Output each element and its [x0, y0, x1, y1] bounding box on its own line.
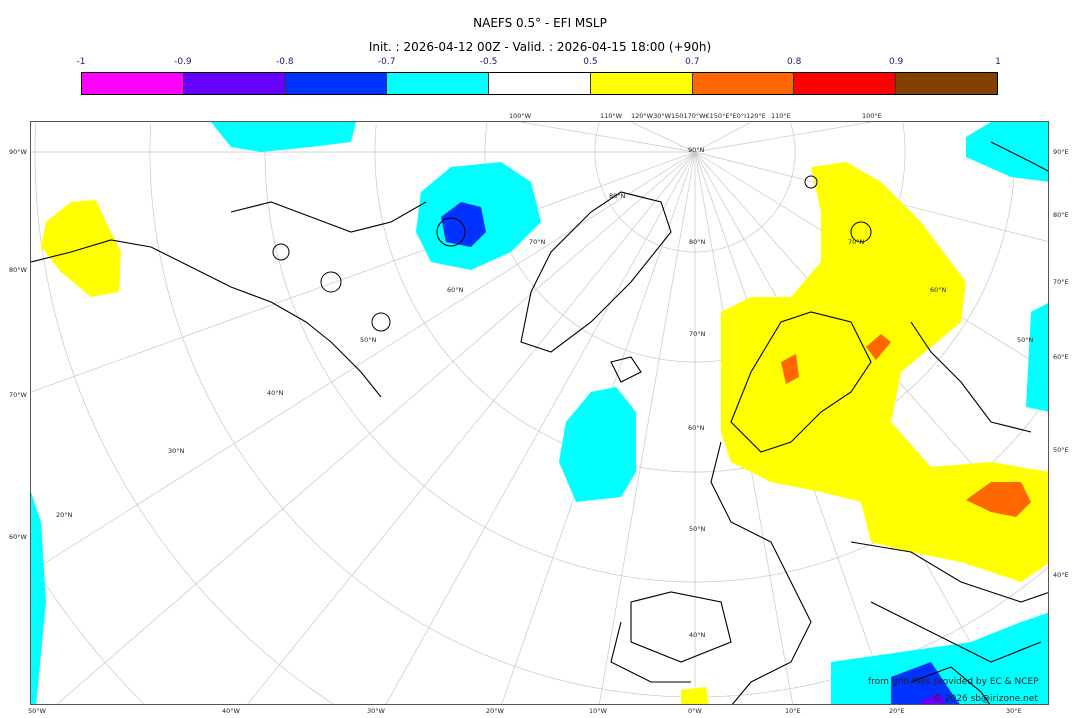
colorbar-tick-label: 1 — [995, 57, 1001, 67]
map-svg — [31, 122, 1048, 704]
lat-label: 30°N — [168, 447, 185, 455]
bottom-axis-label: 0°W — [688, 707, 702, 715]
latitude-circle — [374, 124, 1016, 473]
colorbar-swatch — [489, 73, 591, 94]
lat-label: 20°N — [56, 511, 73, 519]
bottom-axis-label: 20°W — [486, 707, 504, 715]
efi-orange-russia — [866, 334, 891, 360]
chart-subtitle: Init. : 2026-04-12 00Z - Valid. : 2026-0… — [368, 40, 712, 54]
chart-title: NAEFS 0.5° - EFI MSLP — [473, 16, 607, 30]
colorbar-tick-label: -1 — [76, 57, 86, 67]
bottom-axis-label: 40°W — [222, 707, 240, 715]
bottom-axis-label: 30°W — [367, 707, 385, 715]
latitude-circle — [594, 122, 796, 253]
colorbar-tick-label: 0.8 — [787, 57, 802, 67]
left-axis-label: 80°W — [9, 266, 27, 274]
source-credit: from grib files provided by EC & NCEP — [868, 677, 1039, 687]
right-axis-label: 40°E — [1053, 571, 1069, 579]
latitude-circle — [902, 122, 906, 152]
lat-label: 50°N — [360, 336, 377, 344]
efi-cyan-east — [1026, 303, 1048, 412]
efi-orange-sweden — [781, 354, 799, 384]
latitude-circle — [33, 565, 144, 704]
efi-shading — [31, 122, 1048, 704]
colorbar-swatch — [82, 73, 184, 94]
efi-cyan-west-edge — [31, 492, 46, 704]
efi-yellow-scandinavia — [721, 162, 1048, 582]
lat-label: 70°N — [848, 238, 865, 246]
colorbar-tick-label: 0.5 — [583, 57, 598, 67]
right-axis-label: 80°E — [1053, 211, 1069, 219]
latitude-circle — [34, 123, 334, 704]
latitude-circle — [790, 122, 796, 152]
lat-label: 60°N — [447, 286, 464, 294]
lat-label: 40°N — [267, 389, 284, 397]
coastlines — [31, 141, 1048, 704]
lat-label: 40°N — [689, 631, 706, 639]
lat-label: 90°N — [688, 146, 705, 154]
colorbar-swatch — [285, 73, 388, 94]
top-axis-label: 110°W — [600, 112, 623, 120]
top-axis-label: 100°W — [509, 112, 532, 120]
efi-cyan-atlantic — [559, 387, 636, 502]
efi-cyan-top — [211, 122, 356, 152]
colorbar-swatch — [794, 73, 897, 94]
colorbar-swatch — [896, 73, 998, 94]
efi-blue-mideast — [891, 662, 960, 704]
colorbar-swatch — [183, 73, 286, 94]
colorbar-tick-label: -0.5 — [479, 57, 498, 67]
colorbar — [81, 72, 998, 95]
lat-label: 70°N — [529, 238, 546, 246]
lat-label: 50°N — [1017, 336, 1034, 344]
lat-label: 70°N — [689, 330, 706, 338]
bottom-axis-label: 50°W — [28, 707, 46, 715]
colorbar-tick-label: 0.7 — [685, 57, 700, 67]
colorbar-tick-label: -0.7 — [377, 57, 396, 67]
bottom-axis-label: 10°E — [785, 707, 801, 715]
lat-label: 80°N — [609, 192, 626, 200]
efi-yellow-africa — [681, 687, 709, 704]
copyright-credit: © 2026 sb@irizone.net — [933, 694, 1038, 704]
efi-orange-east — [966, 482, 1031, 517]
right-axis-label: 90°E — [1053, 148, 1069, 156]
efi-blue-greenland — [441, 202, 486, 247]
left-axis-label: 60°W — [9, 533, 27, 541]
left-axis-label: 90°W — [9, 148, 27, 156]
bottom-axis-label: 30°E — [1006, 707, 1022, 715]
left-axis-label: 70°W — [9, 391, 27, 399]
colorbar-swatch — [387, 73, 490, 94]
lat-label: 80°N — [689, 238, 706, 246]
lat-label: 50°N — [689, 525, 706, 533]
top-axis-label: 100°E — [862, 112, 882, 120]
lat-label: 60°N — [688, 424, 705, 432]
right-axis-label: 50°E — [1053, 446, 1069, 454]
efi-purple-mideast — [921, 694, 946, 704]
right-axis-label: 70°E — [1053, 278, 1069, 286]
bottom-axis-label: 20°E — [889, 707, 905, 715]
colorbar-swatch — [590, 73, 693, 94]
efi-cyan-mideast — [831, 612, 1048, 704]
colorbar-tick-label: 0.9 — [888, 57, 904, 67]
bottom-axis-label: 10°W — [589, 707, 607, 715]
right-axis-label: 60°E — [1053, 353, 1069, 361]
map-panel: 90°N 80°N 70°N 60°N 50°N 40°N 30°N 20°N … — [30, 121, 1049, 705]
top-axis-label: 110°E — [771, 112, 791, 120]
lat-label: 60°N — [930, 286, 947, 294]
colorbar-tick-label: -0.8 — [275, 57, 294, 67]
islands — [272, 175, 872, 332]
colorbar-tick-label: -0.9 — [174, 57, 192, 67]
top-axis-label: 120°W30°W150170°W€150°E°E0°I120°E — [631, 112, 766, 120]
colorbar-swatch — [692, 73, 795, 94]
efi-cyan-northeast — [966, 122, 1048, 182]
